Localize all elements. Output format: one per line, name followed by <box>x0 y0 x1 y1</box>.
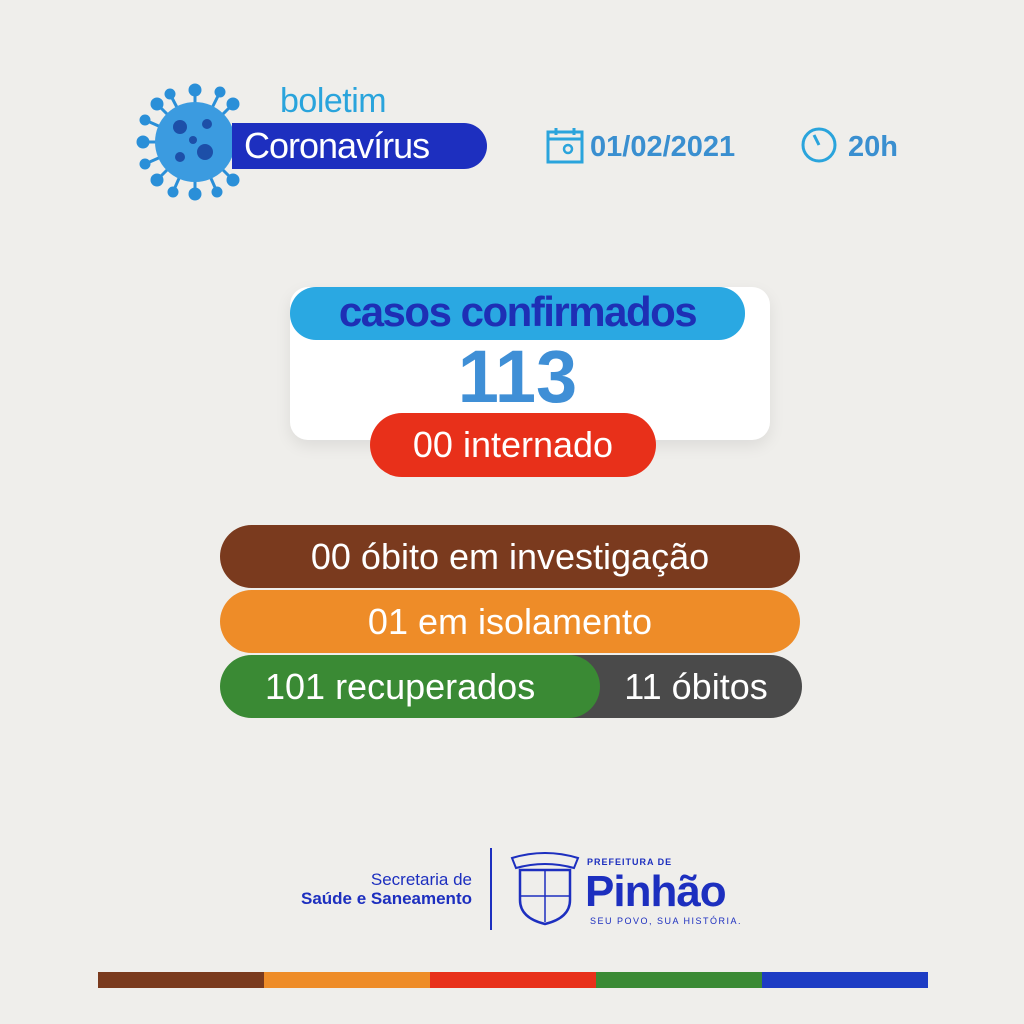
hospitalized-pill: 00 internado <box>370 413 656 477</box>
confirmed-value: 113 <box>457 335 578 418</box>
deaths-bar: 11 óbitos <box>600 655 802 718</box>
bulletin-time: 20h <box>848 131 898 163</box>
isolation-bar: 01 em isolamento <box>220 590 800 653</box>
strip-segment <box>430 972 596 988</box>
strip-segment <box>762 972 928 988</box>
city-name: Pinhão <box>585 867 727 916</box>
crest-icon <box>510 852 580 926</box>
city-slogan: SEU POVO, SUA HISTÓRIA. <box>590 916 743 926</box>
investigation-bar: 00 óbito em investigação <box>220 525 800 588</box>
recovered-bar: 101 recuperados <box>220 655 600 718</box>
secretaria-line2: Saúde e Saneamento <box>300 889 472 908</box>
strip-segment <box>264 972 430 988</box>
strip-segment <box>98 972 264 988</box>
secretaria-logo: Secretaria de Saúde e Saneamento <box>301 870 472 908</box>
title-banner: Coronavírus <box>232 123 487 169</box>
boletim-label: boletim <box>280 82 387 120</box>
strip-segment <box>596 972 762 988</box>
footer-divider <box>490 848 492 930</box>
virus-icon <box>136 83 240 201</box>
clock-icon <box>801 127 837 163</box>
secretaria-line1: Secretaria de <box>370 870 472 889</box>
confirmed-label: casos confirmados <box>290 287 745 340</box>
bulletin-date: 01/02/2021 <box>590 131 736 163</box>
prefeitura-label: PREFEITURA DE <box>587 857 673 867</box>
calendar-icon <box>546 128 584 164</box>
color-strip <box>98 972 928 988</box>
